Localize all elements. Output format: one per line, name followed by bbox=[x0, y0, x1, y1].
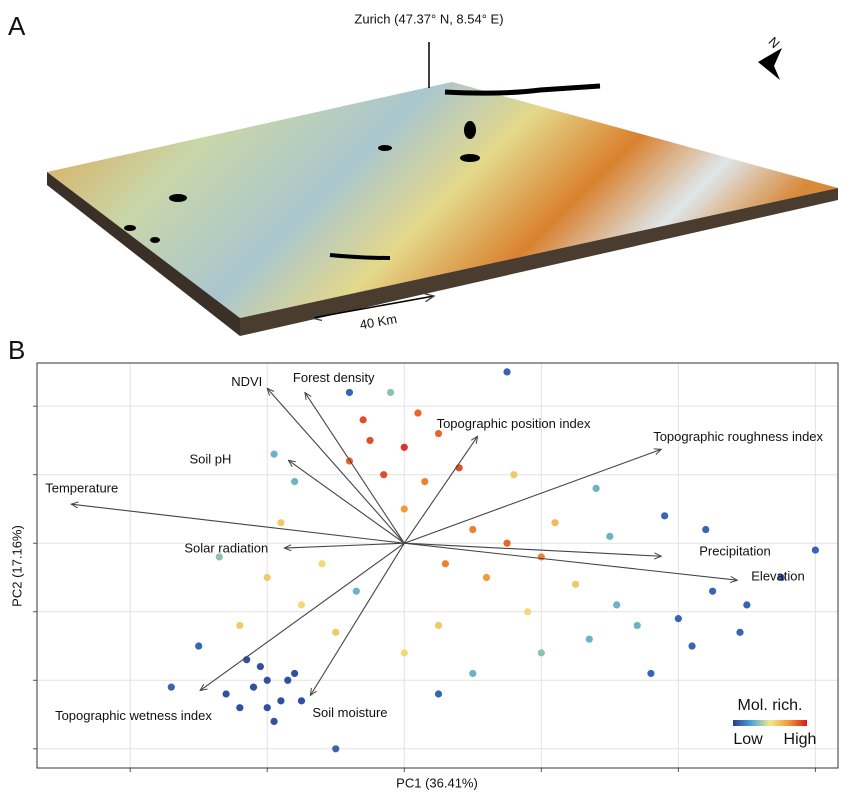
sample-point bbox=[284, 677, 291, 684]
scale-bar-label: 40 Km bbox=[359, 311, 399, 332]
annotation: Zurich (47.37° N, 8.54° E) bbox=[354, 11, 503, 26]
sample-point bbox=[435, 622, 442, 629]
legend-title: Mol. rich. bbox=[738, 697, 803, 714]
sample-point bbox=[277, 697, 284, 704]
sample-point bbox=[435, 690, 442, 697]
panel-label: B bbox=[8, 335, 25, 365]
sample-point bbox=[223, 690, 230, 697]
sample-point bbox=[332, 745, 339, 752]
loading-arrow bbox=[71, 504, 404, 543]
sample-point bbox=[469, 670, 476, 677]
sample-point bbox=[586, 636, 593, 643]
plot-area: NDVI Forest density Topographic position i… bbox=[33, 363, 838, 772]
loading-label: Elevation bbox=[751, 569, 804, 584]
loading-arrow bbox=[288, 460, 404, 543]
sample-point bbox=[661, 512, 668, 519]
sample-point bbox=[236, 704, 243, 711]
sample-point bbox=[421, 478, 428, 485]
sample-point bbox=[298, 697, 305, 704]
loading-arrow bbox=[404, 543, 737, 580]
sample-point bbox=[264, 574, 271, 581]
sample-point bbox=[318, 560, 325, 567]
sample-point bbox=[277, 519, 284, 526]
y-axis-label: PC2 (17.16%) bbox=[9, 525, 24, 607]
sample-point bbox=[606, 533, 613, 540]
loading-label: Topographic roughness index bbox=[653, 429, 823, 444]
sample-point bbox=[195, 642, 202, 649]
sample-point bbox=[414, 409, 421, 416]
loading-label: Topographic wetness index bbox=[55, 708, 212, 723]
sample-point bbox=[593, 485, 600, 492]
legend-high: High bbox=[784, 731, 817, 748]
sample-point bbox=[360, 416, 367, 423]
sample-point bbox=[538, 649, 545, 656]
sample-point bbox=[510, 471, 517, 478]
sample-point bbox=[538, 553, 545, 560]
sample-point bbox=[435, 430, 442, 437]
loading-label: Temperature bbox=[45, 481, 118, 496]
sample-point bbox=[503, 368, 510, 375]
sample-point bbox=[401, 649, 408, 656]
loading-label: Soil pH bbox=[189, 452, 231, 467]
sample-point bbox=[702, 526, 709, 533]
loading-label: Forest density bbox=[293, 370, 375, 385]
sample-point bbox=[380, 471, 387, 478]
legend-low: Low bbox=[733, 731, 763, 748]
sample-point bbox=[257, 663, 264, 670]
sample-point bbox=[332, 629, 339, 636]
loading-label: Soil moisture bbox=[312, 705, 387, 720]
sample-point bbox=[647, 670, 654, 677]
sample-point bbox=[634, 622, 641, 629]
loading-arrow bbox=[305, 392, 404, 543]
loading-arrow bbox=[284, 543, 404, 548]
loading-arrow bbox=[404, 543, 661, 556]
sample-point bbox=[675, 615, 682, 622]
sample-point bbox=[524, 608, 531, 615]
north-label: N bbox=[765, 34, 782, 51]
loading-arrow bbox=[200, 543, 404, 690]
loading-label: NDVI bbox=[231, 374, 262, 389]
sample-point bbox=[387, 389, 394, 396]
panel-label: A bbox=[8, 11, 26, 41]
terrain-map bbox=[47, 42, 838, 336]
loading-label: Topographic position index bbox=[437, 416, 591, 431]
sample-point bbox=[401, 505, 408, 512]
x-axis-label: PC1 (36.41%) bbox=[396, 775, 478, 790]
sample-point bbox=[270, 451, 277, 458]
sample-point bbox=[346, 389, 353, 396]
sample-point bbox=[264, 677, 271, 684]
sample-point bbox=[743, 601, 750, 608]
sample-point bbox=[168, 684, 175, 691]
sample-point bbox=[736, 629, 743, 636]
loading-arrow bbox=[404, 449, 661, 543]
legend-colorbar bbox=[733, 720, 807, 726]
sample-point bbox=[613, 601, 620, 608]
sample-point bbox=[551, 519, 558, 526]
loading-arrow bbox=[404, 436, 477, 543]
sample-point bbox=[353, 588, 360, 595]
sample-point bbox=[483, 574, 490, 581]
sample-point bbox=[401, 444, 408, 451]
sample-point bbox=[442, 560, 449, 567]
sample-point bbox=[469, 526, 476, 533]
sample-point bbox=[291, 670, 298, 677]
sample-point bbox=[264, 704, 271, 711]
sample-point bbox=[236, 622, 243, 629]
figure: A Zurich (47.37° N, 8.54° E) N 40 Km B P… bbox=[0, 0, 852, 794]
sample-point bbox=[503, 540, 510, 547]
sample-point bbox=[572, 581, 579, 588]
sample-point bbox=[688, 642, 695, 649]
loading-label: Precipitation bbox=[699, 544, 771, 559]
loading-arrow bbox=[267, 388, 404, 543]
sample-point bbox=[709, 588, 716, 595]
sample-point bbox=[298, 601, 305, 608]
sample-point bbox=[250, 684, 257, 691]
sample-point bbox=[270, 718, 277, 725]
loading-label: Solar radiation bbox=[184, 540, 268, 555]
sample-point bbox=[291, 478, 298, 485]
sample-point bbox=[812, 546, 819, 553]
sample-point bbox=[366, 437, 373, 444]
